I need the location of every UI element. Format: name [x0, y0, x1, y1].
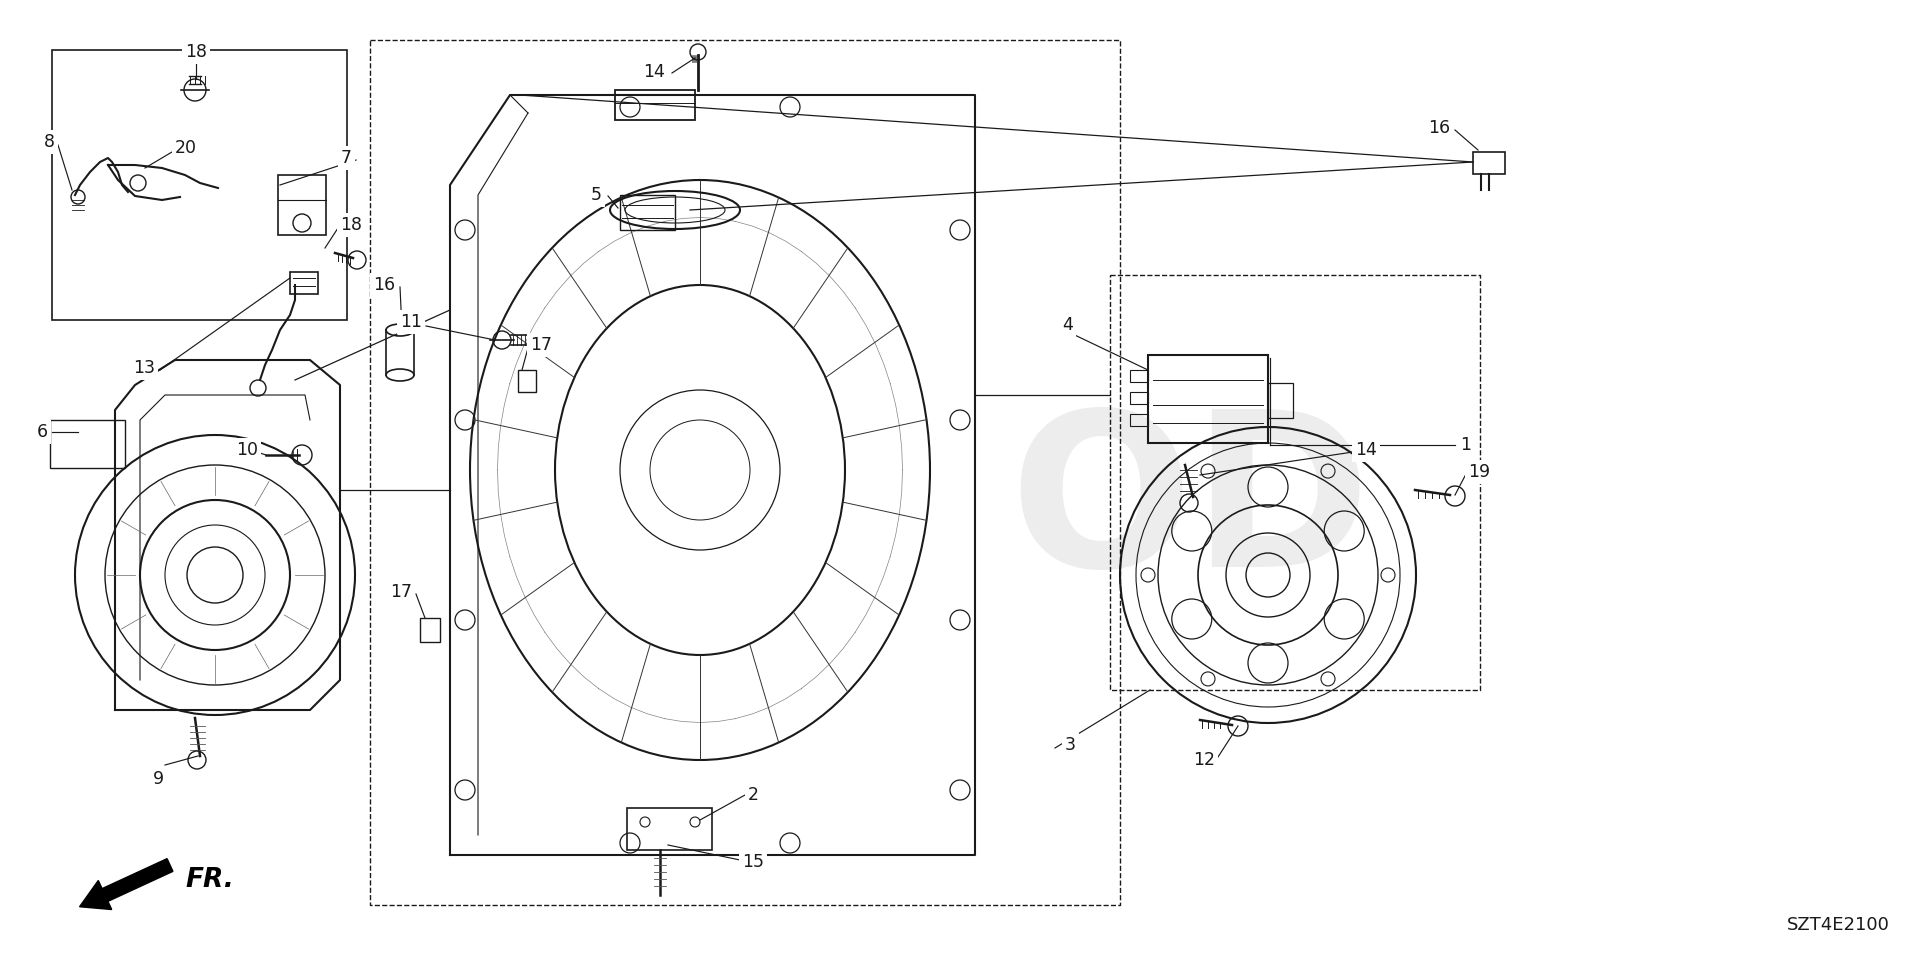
- Text: 17: 17: [530, 336, 553, 354]
- Bar: [614, 90, 695, 120]
- Text: OD: OD: [1010, 403, 1371, 612]
- Bar: [628, 808, 712, 850]
- Text: 18: 18: [184, 43, 207, 61]
- Text: 4: 4: [1062, 316, 1073, 334]
- Text: 1: 1: [1459, 436, 1471, 454]
- Text: SZT4E2100: SZT4E2100: [1788, 916, 1889, 934]
- Text: 5: 5: [591, 186, 603, 204]
- Text: 15: 15: [741, 853, 764, 871]
- Bar: [518, 370, 536, 392]
- Text: 14: 14: [643, 63, 664, 81]
- Text: 6: 6: [36, 423, 48, 441]
- FancyArrow shape: [79, 858, 173, 909]
- Text: 2: 2: [749, 786, 758, 804]
- Bar: [1131, 370, 1148, 382]
- Bar: [620, 195, 676, 230]
- Text: 8: 8: [44, 133, 56, 151]
- Bar: [1131, 392, 1148, 404]
- Bar: [290, 272, 319, 294]
- Text: 17: 17: [390, 583, 413, 601]
- Text: 16: 16: [372, 276, 396, 294]
- Text: 20: 20: [175, 139, 198, 157]
- Text: 13: 13: [132, 359, 156, 377]
- Bar: [1267, 383, 1292, 418]
- Bar: [1473, 152, 1505, 174]
- Text: 3: 3: [1066, 736, 1075, 754]
- Text: 9: 9: [152, 770, 163, 788]
- Text: 16: 16: [1428, 119, 1450, 137]
- Bar: [278, 175, 326, 235]
- Text: FR.: FR.: [184, 867, 234, 893]
- Text: 10: 10: [236, 441, 257, 459]
- Text: 14: 14: [1356, 441, 1377, 459]
- Text: 11: 11: [399, 313, 422, 331]
- Bar: [50, 420, 125, 468]
- Bar: [1148, 355, 1267, 443]
- Text: 7: 7: [342, 149, 351, 167]
- Text: 18: 18: [340, 216, 363, 234]
- Bar: [1131, 414, 1148, 426]
- Text: 12: 12: [1192, 751, 1215, 769]
- Bar: [420, 618, 440, 642]
- Bar: [52, 50, 348, 320]
- Text: 19: 19: [1469, 463, 1490, 481]
